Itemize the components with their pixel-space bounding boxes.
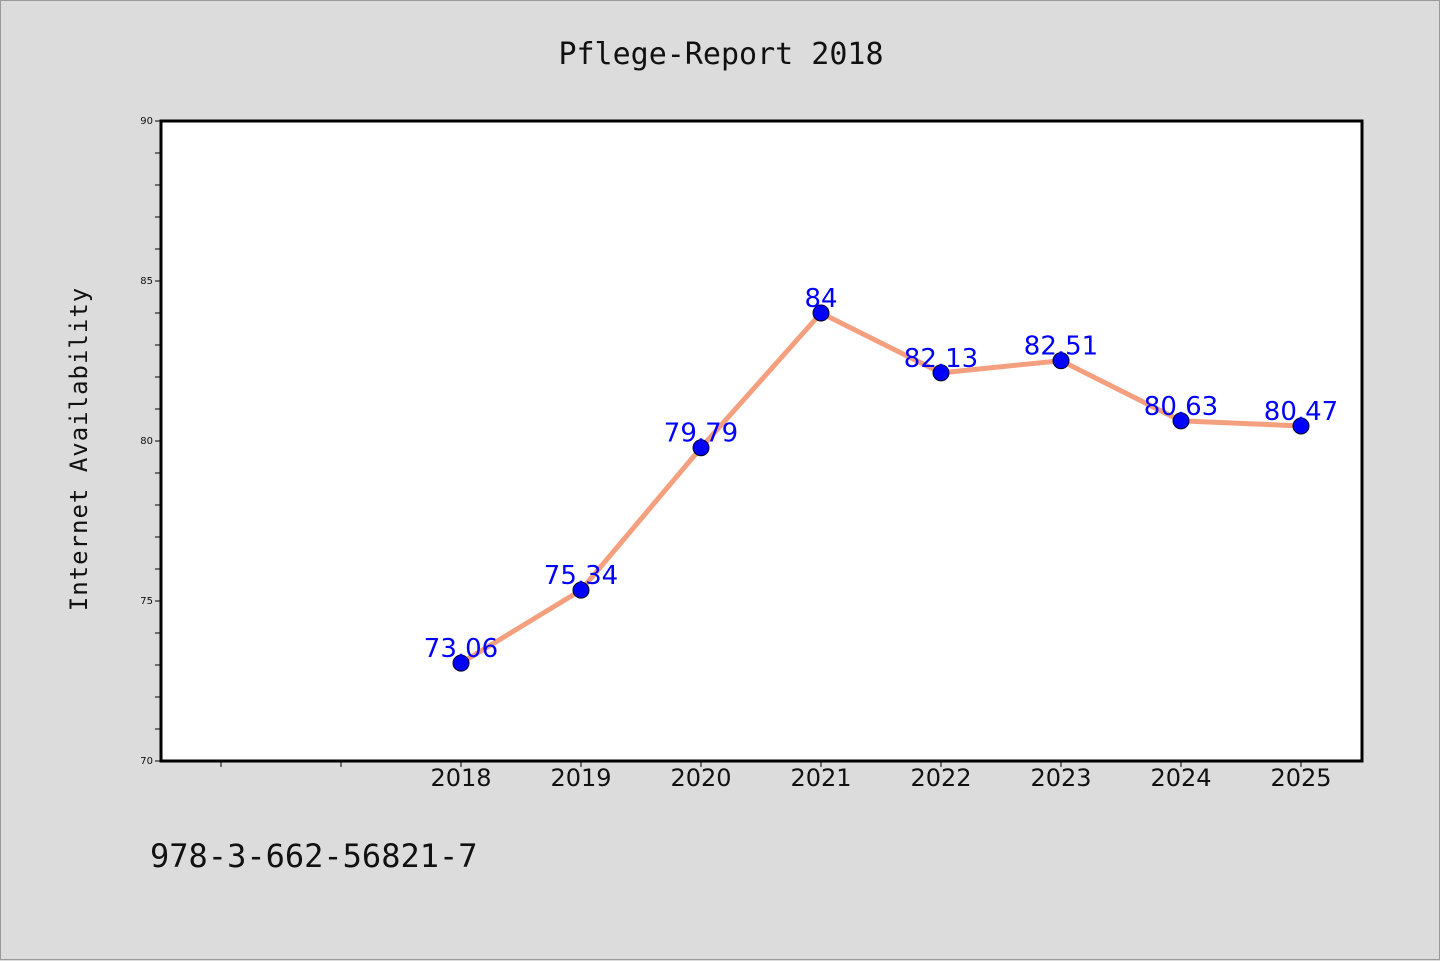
y-tick-label: 75 [140, 596, 153, 607]
x-tick-label: 2024 [1150, 764, 1211, 792]
label-layer: 73.06 75.34 79.79 84 82.13 82.51 80.63 80.47 [424, 284, 1338, 664]
y-tick-label: 70 [140, 756, 153, 767]
footnote-isbn: 978-3-662-56821-7 [150, 837, 478, 875]
data-point [1052, 352, 1070, 370]
data-label: 73.06 [424, 634, 498, 664]
x-tick-label: 2025 [1270, 764, 1331, 792]
data-point [572, 581, 590, 599]
x-tick-label: 2022 [910, 764, 971, 792]
x-tick-label: 2023 [1030, 764, 1091, 792]
plot-area [161, 121, 1362, 761]
chart-title: Pflege-Report 2018 [558, 37, 883, 72]
data-label: 79.79 [664, 419, 738, 449]
axis-ticks: 70 75 80 85 90 2018 2019 2020 2021 2022 2023 2024 20… [140, 116, 1331, 792]
y-tick-label: 85 [140, 276, 153, 287]
y-tick-label: 90 [140, 116, 153, 127]
data-label: 75.34 [544, 561, 618, 591]
data-point [692, 439, 710, 457]
y-axis-label: Internet Availability [65, 287, 93, 611]
data-point [812, 304, 830, 322]
data-point [1292, 417, 1310, 435]
series-line [458, 310, 1304, 666]
x-tick-label: 2020 [670, 764, 731, 792]
data-point [1172, 412, 1190, 430]
data-label: 82.13 [904, 344, 978, 374]
y-tick-label: 80 [140, 436, 153, 447]
data-label: 80.63 [1144, 392, 1218, 422]
plot-frame [159, 119, 1364, 763]
data-point [932, 364, 950, 382]
x-tick-label: 2019 [550, 764, 611, 792]
data-label: 84 [804, 284, 837, 314]
data-label: 80.47 [1264, 397, 1338, 427]
x-tick-label: 2021 [790, 764, 851, 792]
x-tick-label: 2018 [430, 764, 491, 792]
data-point [452, 654, 470, 672]
data-label: 82.51 [1024, 332, 1098, 362]
series-layer [452, 304, 1310, 672]
